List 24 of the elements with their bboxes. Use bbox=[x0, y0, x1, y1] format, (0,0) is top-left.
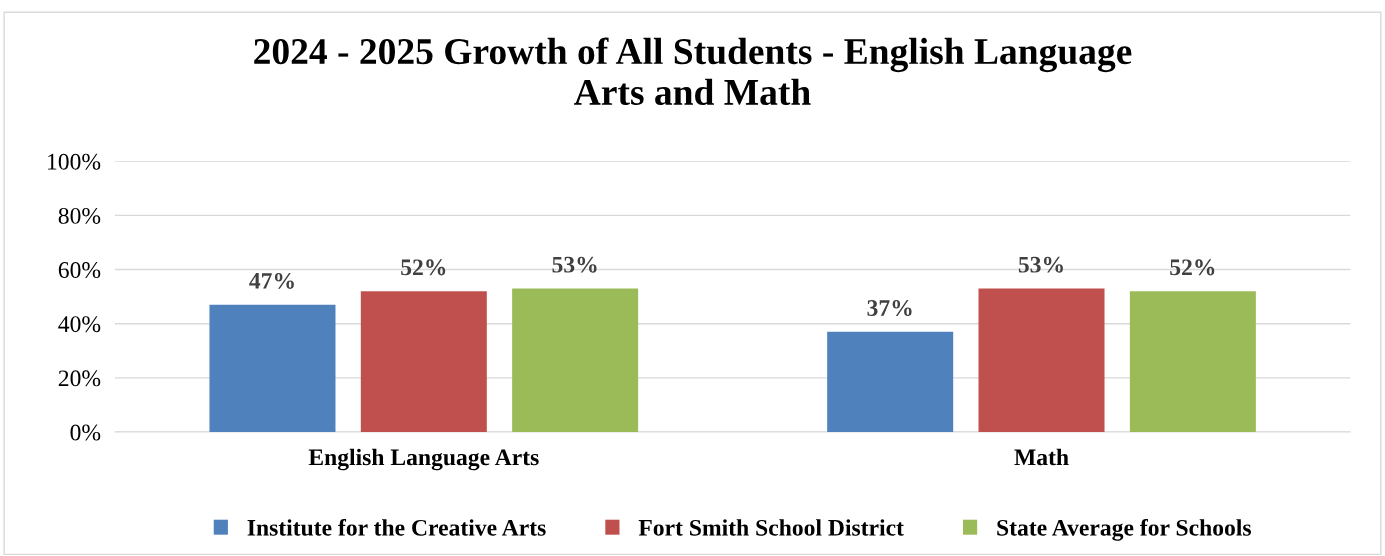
bar bbox=[827, 331, 954, 433]
bar bbox=[1129, 291, 1256, 433]
chart-title: 2024 - 2025 Growth of All Students - English Language Arts and Math bbox=[254, 37, 1132, 106]
data-label: 53% bbox=[1018, 256, 1063, 273]
x-tick-label: Math bbox=[1014, 448, 1069, 466]
data-label: 47% bbox=[249, 272, 294, 289]
x-tick-label: English Language Arts bbox=[308, 448, 539, 471]
bar bbox=[978, 288, 1105, 433]
data-label: 52% bbox=[401, 259, 446, 276]
bar bbox=[360, 291, 487, 433]
data-label: 37% bbox=[867, 299, 912, 316]
y-tick-label: 0% bbox=[70, 424, 101, 441]
data-label: 53% bbox=[552, 256, 597, 273]
data-label: 52% bbox=[1170, 259, 1215, 276]
legend-label: Fort Smith School District bbox=[638, 519, 904, 536]
y-tick-label: 40% bbox=[58, 316, 101, 333]
bar bbox=[209, 304, 336, 433]
y-tick-label: 100% bbox=[48, 153, 101, 170]
legend-label: Institute for the Creative Arts bbox=[247, 518, 546, 536]
y-tick-label: 80% bbox=[58, 207, 101, 224]
y-tick-label: 20% bbox=[58, 370, 101, 387]
y-tick-label: 60% bbox=[58, 262, 101, 279]
bar bbox=[512, 288, 639, 433]
legend-label: State Average for Schools bbox=[997, 518, 1252, 541]
